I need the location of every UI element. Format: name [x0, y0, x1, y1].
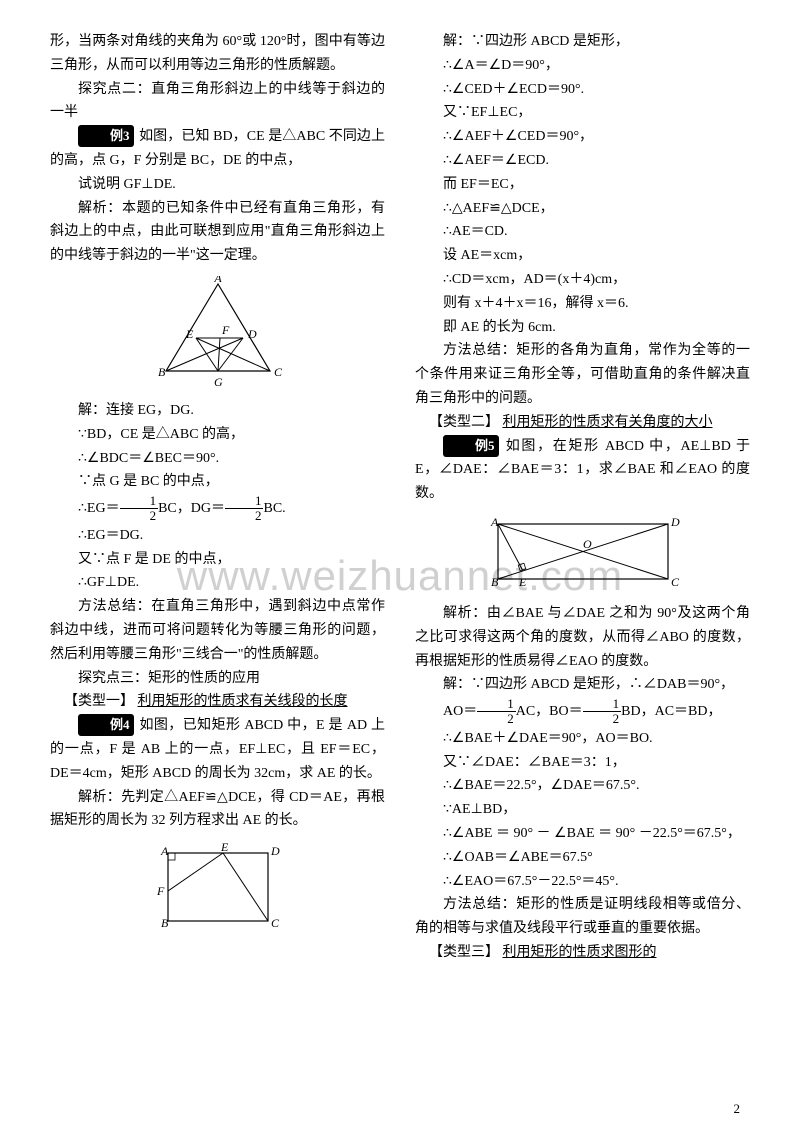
svg-text:B: B	[491, 575, 499, 589]
fraction: 12	[477, 697, 516, 727]
fraction: 12	[583, 697, 622, 727]
figure-rectangle-2: A B C D E O	[415, 514, 750, 594]
solution-line: ∵AE⊥BD，	[415, 798, 750, 822]
solution-line: 设 AE＝xcm，	[415, 244, 750, 268]
page-number: 2	[734, 1098, 741, 1120]
svg-text:F: F	[221, 323, 230, 337]
solution-line: 而 EF＝EC，	[415, 173, 750, 197]
method-summary: 方法总结：在直角三角形中，遇到斜边中点常作斜边中线，进而可将问题转化为等腰三角形…	[50, 595, 385, 666]
svg-text:D: D	[270, 844, 280, 858]
text: ∴EG＝	[78, 501, 120, 516]
solution-line: 则有 x＋4＋x＝16，解得 x＝6.	[415, 292, 750, 316]
two-column-layout: 形，当两条对角线的夹角为 60°或 120°时，图中有等边三角形，从而可以利用等…	[50, 30, 750, 965]
solution-line: ∴∠OAB＝∠ABE＝67.5°	[415, 846, 750, 870]
example-badge: 例4	[78, 714, 134, 736]
svg-text:D: D	[247, 327, 257, 341]
type-label: 【类型二】	[429, 415, 503, 430]
svg-text:C: C	[271, 916, 280, 930]
svg-text:F: F	[156, 884, 165, 898]
type-heading-3: 【类型三】 利用矩形的性质求图形的	[415, 941, 750, 965]
svg-text:C: C	[274, 365, 283, 379]
solution-line: ∴∠CED＋∠ECD＝90°.	[415, 78, 750, 102]
text: BC.	[263, 501, 285, 516]
example-5-analysis: 解析：由∠BAE 与∠DAE 之和为 90°及这两个角之比可求得这两个角的度数，…	[415, 602, 750, 673]
example-4: 例4 如图，已知矩形 ABCD 中，E 是 AD 上的一点，F 是 AB 上的一…	[50, 714, 385, 785]
svg-text:E: E	[185, 327, 194, 341]
example-badge: 例5	[443, 435, 499, 457]
solution-line: ∴∠A＝∠D＝90°，	[415, 54, 750, 78]
figure-rectangle-1: A B C D E F	[50, 841, 385, 936]
fraction: 12	[225, 494, 264, 524]
svg-text:A: A	[213, 276, 222, 285]
solution-line: ∴∠ABE ＝ 90° － ∠BAE ＝ 90° －22.5°＝67.5°，	[415, 822, 750, 846]
solution-line-frac: ∴EG＝12BC，DG＝12BC.	[50, 494, 385, 524]
svg-text:B: B	[158, 365, 166, 379]
text: AC，BO＝	[516, 704, 583, 719]
solution-line: ∴∠BDC＝∠BEC＝90°.	[50, 447, 385, 471]
type-label: 【类型三】	[429, 945, 503, 960]
svg-text:B: B	[161, 916, 169, 930]
explore-point-3: 探究点三：矩形的性质的应用	[50, 667, 385, 691]
solution-line: 解：连接 EG，DG.	[50, 399, 385, 423]
solution-line-frac: AO＝12AC，BO＝12BD，AC＝BD，	[415, 697, 750, 727]
text: BC，DG＝	[158, 501, 225, 516]
svg-text:G: G	[214, 375, 223, 389]
type-heading-2: 【类型二】 利用矩形的性质求有关角度的大小	[415, 411, 750, 435]
example-3-analysis: 解析：本题的已知条件中已经有直角三角形，有斜边上的中点，由此可联想到应用"直角三…	[50, 197, 385, 268]
type-title: 利用矩形的性质求有关线段的长度	[138, 694, 348, 709]
example-5: 例5 如图，在矩形 ABCD 中，AE⊥BD 于 E，∠DAE：∠BAE＝3：1…	[415, 435, 750, 506]
type-heading-1: 【类型一】 利用矩形的性质求有关线段的长度	[50, 690, 385, 714]
svg-text:O: O	[583, 537, 592, 551]
solution-line: 即 AE 的长为 6cm.	[415, 316, 750, 340]
solution-line: ∴∠BAE＋∠DAE＝90°，AO＝BO.	[415, 727, 750, 751]
left-column: 形，当两条对角线的夹角为 60°或 120°时，图中有等边三角形，从而可以利用等…	[50, 30, 385, 965]
solution-line: ∴∠EAO＝67.5°－22.5°＝45°.	[415, 870, 750, 894]
solution-line: ∴∠AEF＋∠CED＝90°，	[415, 125, 750, 149]
text: AO＝	[443, 704, 477, 719]
solution-line: ∴CD＝xcm，AD＝(x＋4)cm，	[415, 268, 750, 292]
example-badge: 例3	[78, 125, 134, 147]
figure-triangle: A B C D E F G	[50, 276, 385, 391]
solution-line: ∴GF⊥DE.	[50, 571, 385, 595]
page-content: 形，当两条对角线的夹角为 60°或 120°时，图中有等边三角形，从而可以利用等…	[50, 30, 750, 965]
type-title: 利用矩形的性质求有关角度的大小	[503, 415, 713, 430]
svg-text:C: C	[671, 575, 680, 589]
solution-line: 解：∵四边形 ABCD 是矩形，	[415, 30, 750, 54]
solution-line: 又∵点 F 是 DE 的中点，	[50, 548, 385, 572]
example-4-analysis: 解析：先判定△AEF≌△DCE，得 CD＝AE，再根据矩形的周长为 32 列方程…	[50, 786, 385, 834]
text: BD，AC＝BD，	[621, 704, 721, 719]
solution-line: ∴AE＝CD.	[415, 220, 750, 244]
para: 形，当两条对角线的夹角为 60°或 120°时，图中有等边三角形，从而可以利用等…	[50, 30, 385, 78]
type-title: 利用矩形的性质求图形的	[503, 945, 657, 960]
solution-line: 解：∵四边形 ABCD 是矩形，∴∠DAB＝90°，	[415, 673, 750, 697]
solution-line: ∵BD，CE 是△ABC 的高，	[50, 423, 385, 447]
method-summary: 方法总结：矩形的性质是证明线段相等或倍分、角的相等与求值及线段平行或垂直的重要依…	[415, 893, 750, 941]
solution-line: ∴∠BAE＝22.5°，∠DAE＝67.5°.	[415, 774, 750, 798]
solution-line: ∵点 G 是 BC 的中点，	[50, 470, 385, 494]
method-summary: 方法总结：矩形的各角为直角，常作为全等的一个条件用来证三角形全等，可借助直角的条…	[415, 339, 750, 410]
solution-line: ∴EG＝DG.	[50, 524, 385, 548]
svg-text:E: E	[518, 575, 527, 589]
example-3: 例3 如图，已知 BD，CE 是△ABC 不同边上的高，点 G，F 分别是 BC…	[50, 125, 385, 173]
solution-line: 又∵∠DAE：∠BAE＝3：1，	[415, 751, 750, 775]
svg-text:E: E	[220, 841, 229, 854]
solution-line: 又∵EF⊥EC，	[415, 101, 750, 125]
type-label: 【类型一】	[64, 694, 138, 709]
solution-line: ∴∠AEF＝∠ECD.	[415, 149, 750, 173]
svg-text:A: A	[490, 515, 499, 529]
fraction: 12	[120, 494, 159, 524]
solution-line: ∴△AEF≌△DCE，	[415, 197, 750, 221]
svg-text:D: D	[670, 515, 680, 529]
explore-point-2: 探究点二：直角三角形斜边上的中线等于斜边的一半	[50, 78, 385, 126]
example-3-line2: 试说明 GF⊥DE.	[50, 173, 385, 197]
right-column: 解：∵四边形 ABCD 是矩形， ∴∠A＝∠D＝90°， ∴∠CED＋∠ECD＝…	[415, 30, 750, 965]
